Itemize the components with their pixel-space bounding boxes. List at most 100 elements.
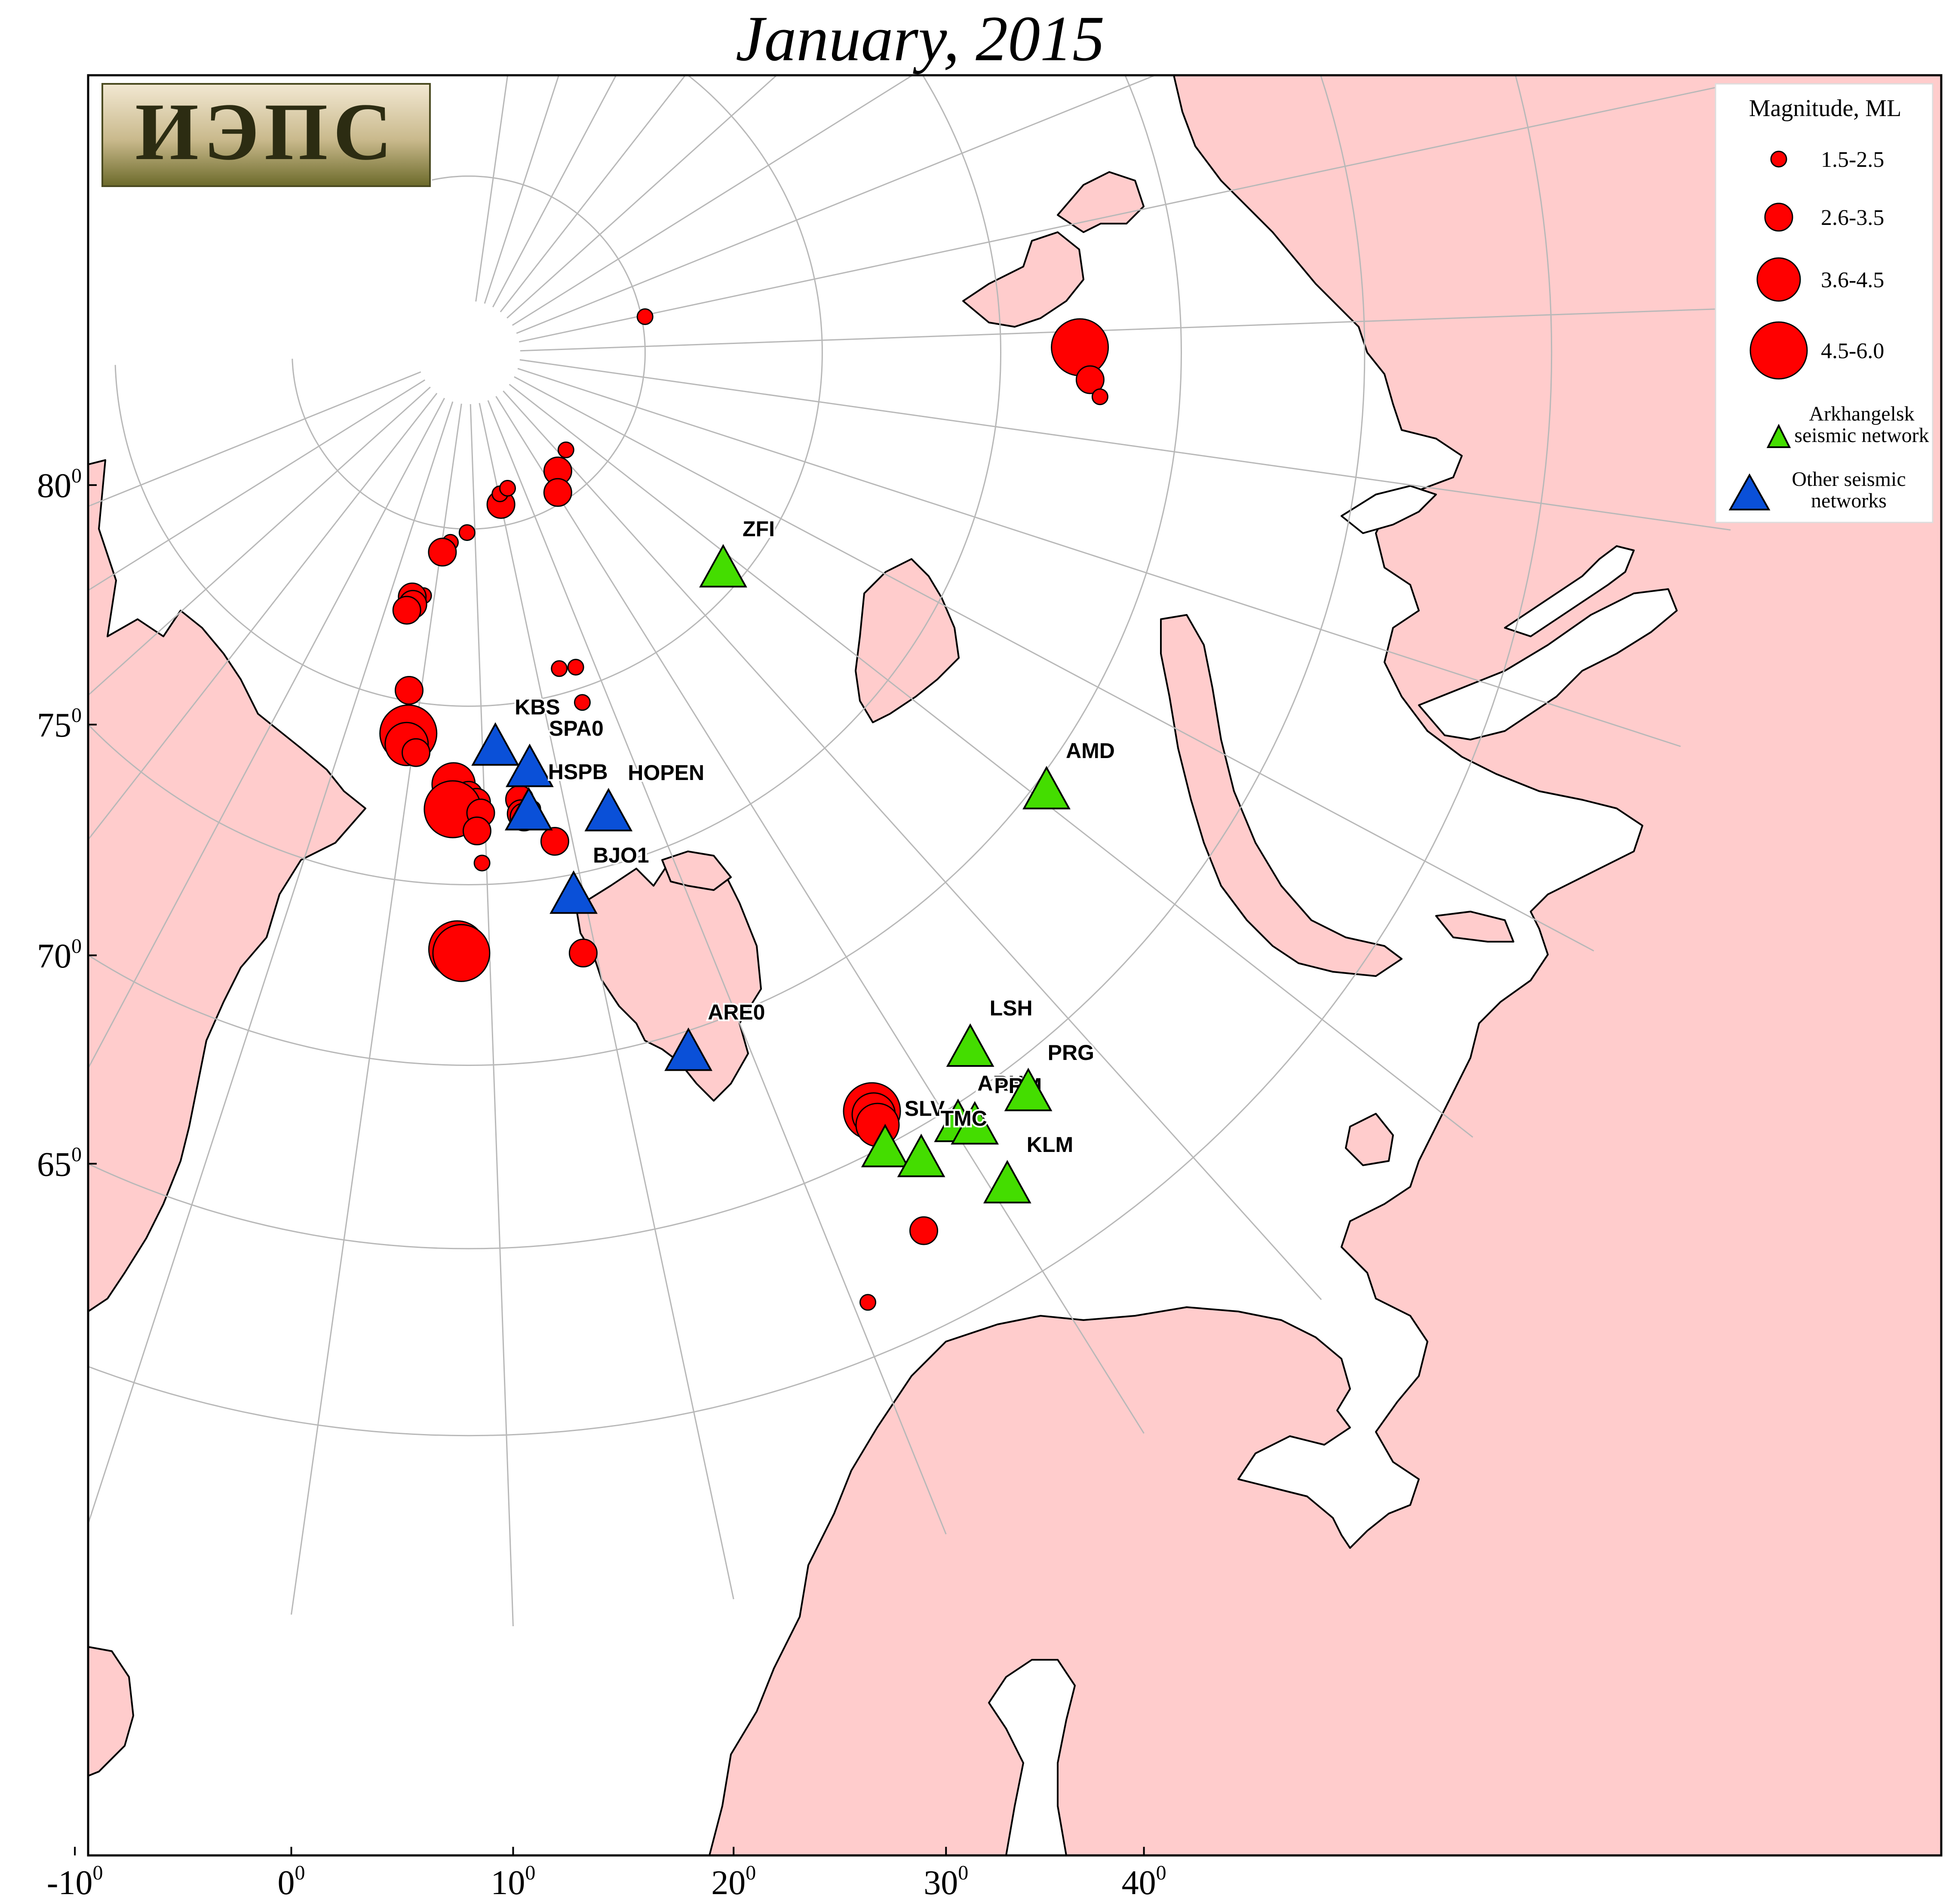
event-marker (473, 854, 491, 872)
legend-title: Magnitude, ML (1749, 95, 1902, 122)
event-marker (557, 441, 574, 458)
meridian--60 (88, 362, 443, 507)
meridian-10 (469, 381, 514, 1627)
meridian-120 (494, 75, 1157, 343)
station-prg-marker (1004, 1068, 1053, 1112)
event-marker (428, 537, 457, 567)
station-spa0-marker (506, 743, 554, 787)
map-title: January, 2015 (736, 3, 1105, 74)
legend-arkhangelsk-triangle (1766, 424, 1791, 448)
legend-magnitude-symbol (1749, 321, 1808, 380)
station-zfi-label: ZFI (743, 517, 775, 541)
event-marker (499, 480, 516, 497)
event-marker (1075, 365, 1105, 394)
station-amd-marker (1022, 766, 1071, 810)
meridian-180 (472, 75, 509, 325)
novaya-zemlya (1160, 614, 1403, 977)
event-marker (1091, 388, 1108, 405)
legend-arkhangelsk-label-1: Arkhangelsk (1809, 402, 1914, 425)
event-marker (462, 816, 491, 845)
greenland-coast (88, 459, 366, 1312)
station-lsh-marker (946, 1023, 994, 1067)
lon-label-20: 200 (711, 1861, 756, 1902)
map-frame (87, 74, 1943, 1857)
meridian--10 (88, 379, 461, 1526)
lat-label-65: 650 (37, 1143, 82, 1183)
station-hopen-marker (584, 788, 633, 832)
severnaya-zemlya-1 (1057, 171, 1145, 233)
lon-label-40: 400 (1122, 1861, 1166, 1902)
lat-label-80: 800 (37, 464, 82, 505)
event-marker (395, 676, 424, 705)
station-bjo1-marker (549, 870, 598, 914)
meridian-40 (483, 376, 1145, 1434)
event-marker (568, 938, 598, 967)
lon-label--10: -100 (47, 1861, 103, 1902)
taimyr-gulf-sea (1341, 485, 1437, 534)
legend-arkhangelsk-label-2: seismic network (1794, 424, 1929, 447)
legend-other-label-1: Other seismic (1792, 468, 1906, 491)
event-marker (909, 1216, 938, 1245)
station-prg-label: PRG (1048, 1041, 1094, 1065)
logo-lettering: ИЭПС (135, 87, 397, 177)
event-marker (574, 694, 591, 711)
meridian--40 (88, 371, 448, 696)
lat-label-70: 700 (37, 935, 82, 975)
logo-plate (101, 83, 431, 187)
lon-label-0: 00 (278, 1861, 305, 1902)
polar-cap (417, 301, 520, 404)
meridian-90 (496, 356, 1731, 531)
legend-magnitude-symbol (1756, 257, 1801, 302)
yamal-gulf-sea (1418, 588, 1678, 740)
kolguev (1345, 1113, 1394, 1166)
station-bjo1-label: BJO1 (593, 843, 649, 867)
event-marker (551, 660, 568, 677)
legend-magnitude-symbol (1770, 150, 1787, 168)
station-zfi-marker (699, 544, 747, 588)
nordaustlandet (661, 851, 732, 891)
station-kbs-label: KBS (515, 695, 560, 719)
station-tmc-marker (897, 1133, 945, 1177)
event-marker (1051, 318, 1109, 377)
institute-logo: ИЭПС (101, 83, 431, 187)
meridian-100 (497, 307, 1743, 353)
station-hspb-label: HSPB (548, 760, 608, 784)
lon-label-30: 300 (924, 1861, 968, 1902)
event-marker (636, 308, 654, 325)
meridian-50 (487, 373, 1322, 1300)
event-marker (458, 524, 476, 541)
station-klm-marker (983, 1160, 1031, 1204)
ob-gulf-sea (1504, 545, 1635, 637)
event-marker (567, 659, 584, 676)
station-tmc-label: TMC (941, 1106, 987, 1130)
legend-other-label-2: networks (1811, 489, 1887, 512)
station-are0-marker (664, 1027, 712, 1071)
graticule (88, 75, 1743, 1627)
legend-box (1715, 83, 1934, 523)
legend-magnitude-label: 3.6-4.5 (1821, 268, 1884, 292)
event-marker (392, 596, 421, 625)
meridian-30 (479, 378, 947, 1535)
meridian-70 (493, 365, 1594, 952)
meridian-0 (291, 380, 466, 1615)
iceland-coast (88, 1646, 134, 1777)
lat-label-75: 750 (37, 704, 82, 744)
meridian-110 (496, 87, 1716, 347)
legend-other-triangle (1728, 473, 1771, 510)
station-hopen-label: HOPEN (628, 761, 704, 785)
axis-labels: 800 750 700 650 -100 00 100 200 300 400 (37, 464, 1166, 1902)
meridian--30 (88, 374, 452, 841)
event-marker (432, 924, 491, 982)
meridian-150 (485, 75, 686, 331)
legend-magnitude-label: 1.5-2.5 (1821, 147, 1884, 172)
meridian-60 (490, 369, 1473, 1138)
event-marker (540, 827, 569, 856)
event-marker (859, 1294, 876, 1311)
event-marker (543, 478, 572, 507)
meridian-170 (476, 75, 560, 326)
severnaya-zemlya-2 (962, 231, 1084, 328)
